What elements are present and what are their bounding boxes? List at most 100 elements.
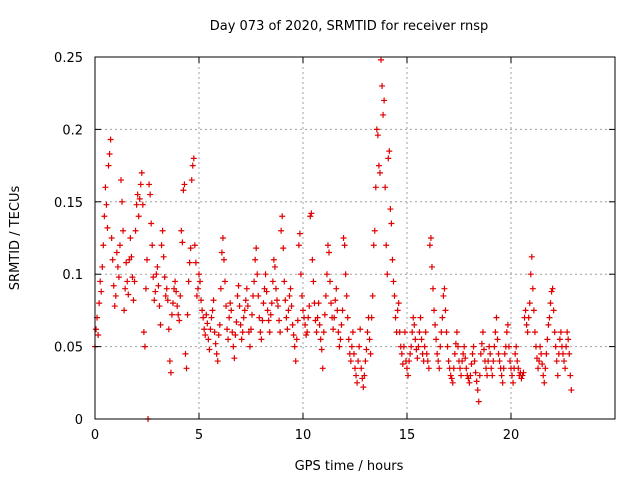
data-point <box>272 285 279 292</box>
data-point <box>305 314 312 321</box>
data-point <box>212 340 219 347</box>
data-point <box>150 274 157 281</box>
data-point <box>230 343 237 350</box>
data-point <box>443 329 450 336</box>
data-point <box>268 300 275 307</box>
data-point <box>524 329 531 336</box>
y-tick-label: 0.05 <box>54 341 83 356</box>
data-point <box>372 184 379 191</box>
data-point <box>158 242 165 249</box>
data-point <box>244 303 251 310</box>
data-point <box>188 177 195 184</box>
data-point <box>210 297 217 304</box>
data-point <box>295 242 302 249</box>
data-point <box>458 372 465 379</box>
data-point <box>383 242 390 249</box>
data-point <box>527 271 534 278</box>
data-point <box>344 314 351 321</box>
data-point <box>156 303 163 310</box>
x-tick-label: 20 <box>503 428 520 443</box>
data-point <box>319 365 326 372</box>
data-point <box>313 329 320 336</box>
data-point <box>246 343 253 350</box>
data-point <box>430 285 436 292</box>
data-point <box>98 288 105 295</box>
data-point <box>483 365 490 372</box>
data-point <box>123 259 130 266</box>
data-point <box>175 311 182 318</box>
data-point <box>275 303 282 310</box>
data-point <box>353 372 360 379</box>
data-point <box>199 307 206 314</box>
data-point <box>316 321 323 328</box>
data-point <box>396 329 403 336</box>
data-point <box>509 372 516 379</box>
data-point <box>479 329 486 336</box>
data-point <box>115 274 122 281</box>
data-point <box>411 321 418 328</box>
data-point <box>339 307 346 314</box>
data-point <box>476 372 483 379</box>
data-point <box>241 307 248 314</box>
data-point <box>152 288 159 295</box>
data-point <box>288 303 295 310</box>
y-tick-label: 0.2 <box>62 123 83 138</box>
data-point <box>120 227 127 234</box>
data-point <box>400 343 407 350</box>
data-point <box>177 292 184 299</box>
data-point <box>543 350 550 357</box>
data-point <box>326 249 332 256</box>
data-point <box>253 245 260 252</box>
data-point <box>493 314 500 321</box>
data-point <box>93 326 100 333</box>
data-point <box>560 350 566 357</box>
data-point <box>304 329 311 336</box>
data-point <box>236 303 243 310</box>
data-point <box>242 297 249 304</box>
data-point <box>475 398 482 405</box>
data-point <box>262 271 269 278</box>
data-point <box>399 360 406 367</box>
data-point <box>173 288 180 295</box>
data-point <box>203 311 210 318</box>
data-point <box>186 259 193 266</box>
data-point <box>566 350 573 357</box>
data-point <box>271 263 278 270</box>
data-point <box>297 271 304 278</box>
data-point <box>306 303 313 310</box>
data-point <box>434 350 441 357</box>
data-point <box>432 321 439 328</box>
data-point <box>395 300 402 307</box>
data-point <box>157 321 164 328</box>
data-point <box>435 358 442 365</box>
data-point <box>349 329 356 336</box>
data-point <box>240 314 247 321</box>
data-point <box>520 369 527 376</box>
data-point <box>441 285 448 292</box>
data-point <box>367 350 374 357</box>
data-point <box>170 300 176 307</box>
data-point <box>562 365 569 372</box>
data-point <box>178 227 185 234</box>
data-point <box>128 253 135 260</box>
data-point <box>486 343 493 350</box>
data-point <box>487 350 494 357</box>
data-point <box>205 336 212 343</box>
data-point <box>552 343 559 350</box>
data-point <box>366 336 373 343</box>
data-point <box>491 343 498 350</box>
data-point <box>485 358 492 365</box>
data-point <box>282 297 289 304</box>
data-point <box>512 350 519 357</box>
data-point <box>404 365 410 372</box>
data-point <box>270 256 277 263</box>
data-point <box>398 350 405 357</box>
data-point <box>302 321 309 328</box>
data-point <box>285 307 292 314</box>
data-point <box>206 346 213 353</box>
data-point <box>544 336 551 343</box>
data-point <box>97 278 104 285</box>
data-point <box>283 314 290 321</box>
data-point <box>320 329 327 336</box>
data-point <box>386 148 393 155</box>
